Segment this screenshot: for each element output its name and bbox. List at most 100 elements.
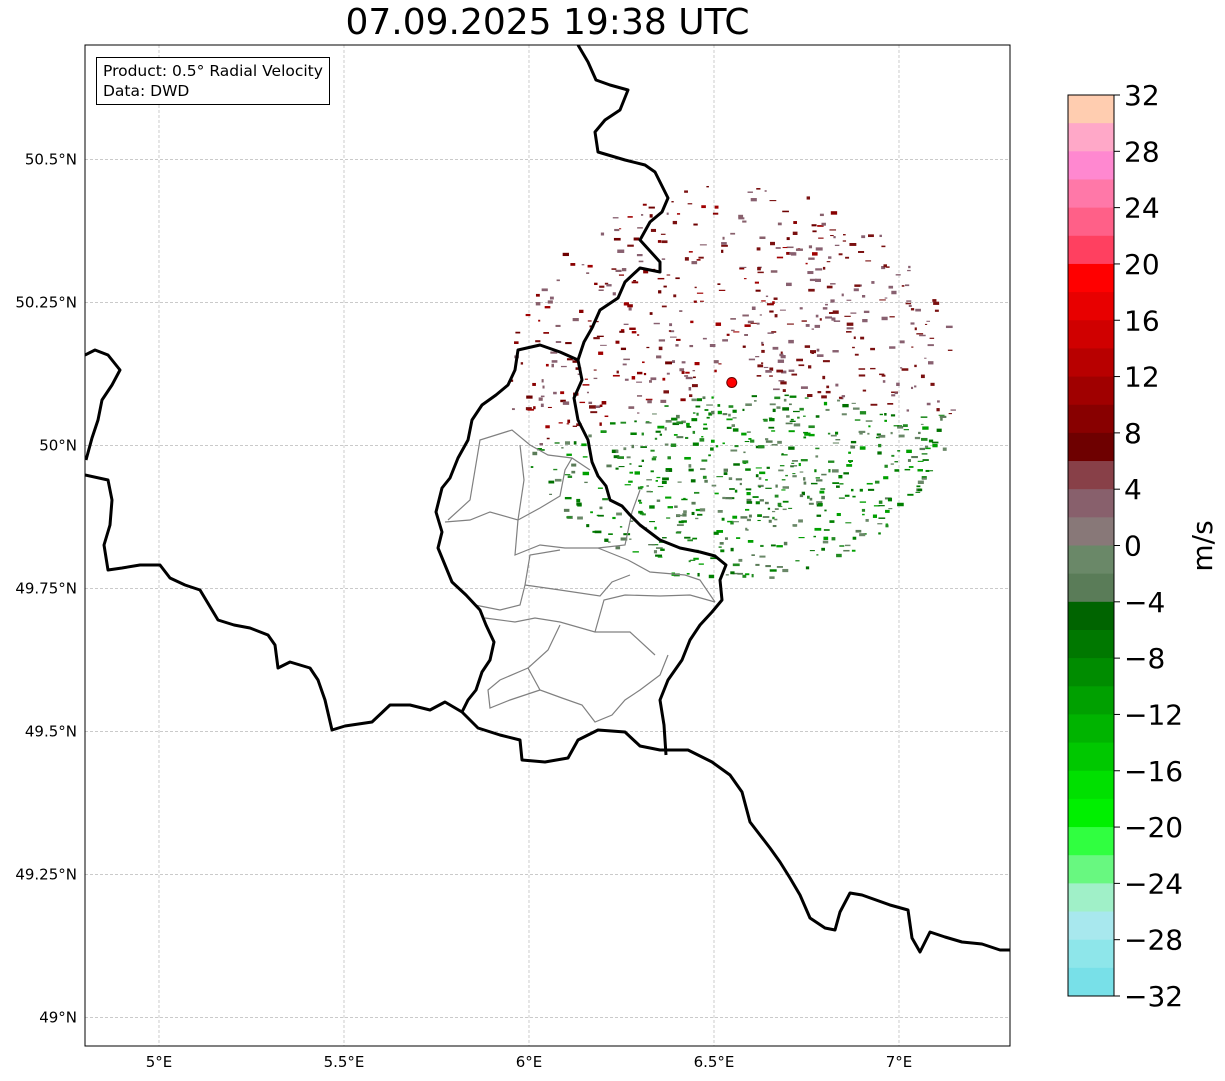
echo-pixel <box>615 340 620 344</box>
echo-pixel <box>798 364 805 367</box>
echo-pixel <box>853 336 856 340</box>
echo-pixel <box>668 330 672 332</box>
echo-pixel <box>822 540 829 544</box>
echo-pixel <box>884 464 888 468</box>
echo-pixel <box>672 422 679 426</box>
echo-pixel <box>560 399 566 403</box>
echo-pixel <box>563 508 570 512</box>
echo-pixel <box>843 472 849 475</box>
echo-pixel <box>902 424 908 427</box>
colorbar-segment <box>1068 348 1114 378</box>
echo-pixel <box>576 498 581 503</box>
echo-pixel <box>628 307 632 311</box>
echo-pixel <box>648 544 655 546</box>
echo-pixel <box>664 427 667 431</box>
echo-pixel <box>693 300 697 303</box>
echo-pixel <box>572 360 580 363</box>
echo-pixel <box>867 432 870 435</box>
echo-pixel <box>910 308 915 311</box>
echo-pixel <box>914 436 921 440</box>
echo-pixel <box>782 500 789 503</box>
echo-pixel <box>831 317 836 321</box>
echo-pixel <box>704 409 709 411</box>
echo-pixel <box>852 536 857 540</box>
echo-pixel <box>780 355 786 359</box>
colorbar-segment <box>1068 629 1114 659</box>
echo-pixel <box>908 265 911 269</box>
echo-pixel <box>629 463 632 465</box>
echo-pixel <box>779 465 785 467</box>
echo-pixel <box>937 400 940 403</box>
echo-pixel <box>606 464 612 468</box>
echo-pixel <box>618 466 625 468</box>
echo-pixel <box>815 314 819 318</box>
echo-pixel <box>741 432 747 436</box>
echo-pixel <box>771 331 777 333</box>
echo-pixel <box>684 375 689 377</box>
echo-pixel <box>646 485 649 487</box>
echo-pixel <box>554 478 562 482</box>
echo-pixel <box>664 405 669 407</box>
echo-pixel <box>665 361 673 365</box>
echo-pixel <box>747 191 753 193</box>
echo-pixel <box>582 456 588 458</box>
echo-pixel <box>786 237 790 241</box>
echo-pixel <box>594 530 602 534</box>
echo-pixel <box>675 344 679 347</box>
echo-pixel <box>757 519 761 522</box>
colorbar-segment <box>1068 601 1114 631</box>
echo-pixel <box>693 557 699 560</box>
echo-pixel <box>599 422 602 426</box>
echo-pixel <box>861 235 866 239</box>
admin-boundary-2 <box>444 457 573 523</box>
echo-pixel <box>571 470 576 474</box>
echo-pixel <box>657 240 662 243</box>
echo-pixel <box>860 336 865 340</box>
echo-pixel <box>649 521 656 523</box>
echo-pixel <box>677 481 682 483</box>
echo-pixel <box>672 220 678 225</box>
echo-pixel <box>919 447 926 451</box>
echo-pixel <box>722 413 728 416</box>
echo-pixel <box>845 256 850 259</box>
lon-tick-label: 5.5°E <box>324 1053 365 1071</box>
echo-pixel <box>822 266 826 270</box>
echo-pixel <box>746 501 753 504</box>
echo-pixel <box>651 544 659 546</box>
echo-pixel <box>718 363 722 365</box>
echo-pixel <box>649 214 653 218</box>
echo-pixel <box>683 497 686 500</box>
echo-pixel <box>839 483 844 485</box>
echo-pixel <box>906 449 912 454</box>
echo-pixel <box>782 486 790 489</box>
echo-pixel <box>700 468 706 471</box>
echo-pixel <box>774 508 779 510</box>
echo-pixel <box>838 253 843 256</box>
echo-pixel <box>540 395 545 398</box>
echo-pixel <box>779 309 786 311</box>
admin-boundary-10 <box>487 667 541 709</box>
echo-pixel <box>667 506 674 509</box>
echo-pixel <box>613 455 620 459</box>
echo-pixel <box>757 514 762 517</box>
echo-pixel <box>717 404 721 407</box>
lat-tick-label: 49.75°N <box>15 579 77 597</box>
colorbar-tick-label: −4 <box>1124 586 1165 619</box>
echo-pixel <box>781 453 784 455</box>
echo-pixel <box>547 300 553 304</box>
echo-pixel <box>710 447 714 451</box>
echo-pixel <box>808 502 814 505</box>
echo-pixel <box>811 224 817 227</box>
echo-pixel <box>684 536 691 539</box>
echo-pixel <box>634 471 640 475</box>
echo-pixel <box>761 349 765 353</box>
echo-pixel <box>901 285 905 287</box>
echo-pixel <box>853 288 859 292</box>
echo-pixel <box>896 382 900 387</box>
echo-pixel <box>687 203 693 205</box>
echo-pixel <box>549 296 554 300</box>
echo-pixel <box>721 242 727 245</box>
echo-pixel <box>758 486 761 488</box>
echo-pixel <box>691 418 698 422</box>
echo-pixel <box>681 498 688 501</box>
